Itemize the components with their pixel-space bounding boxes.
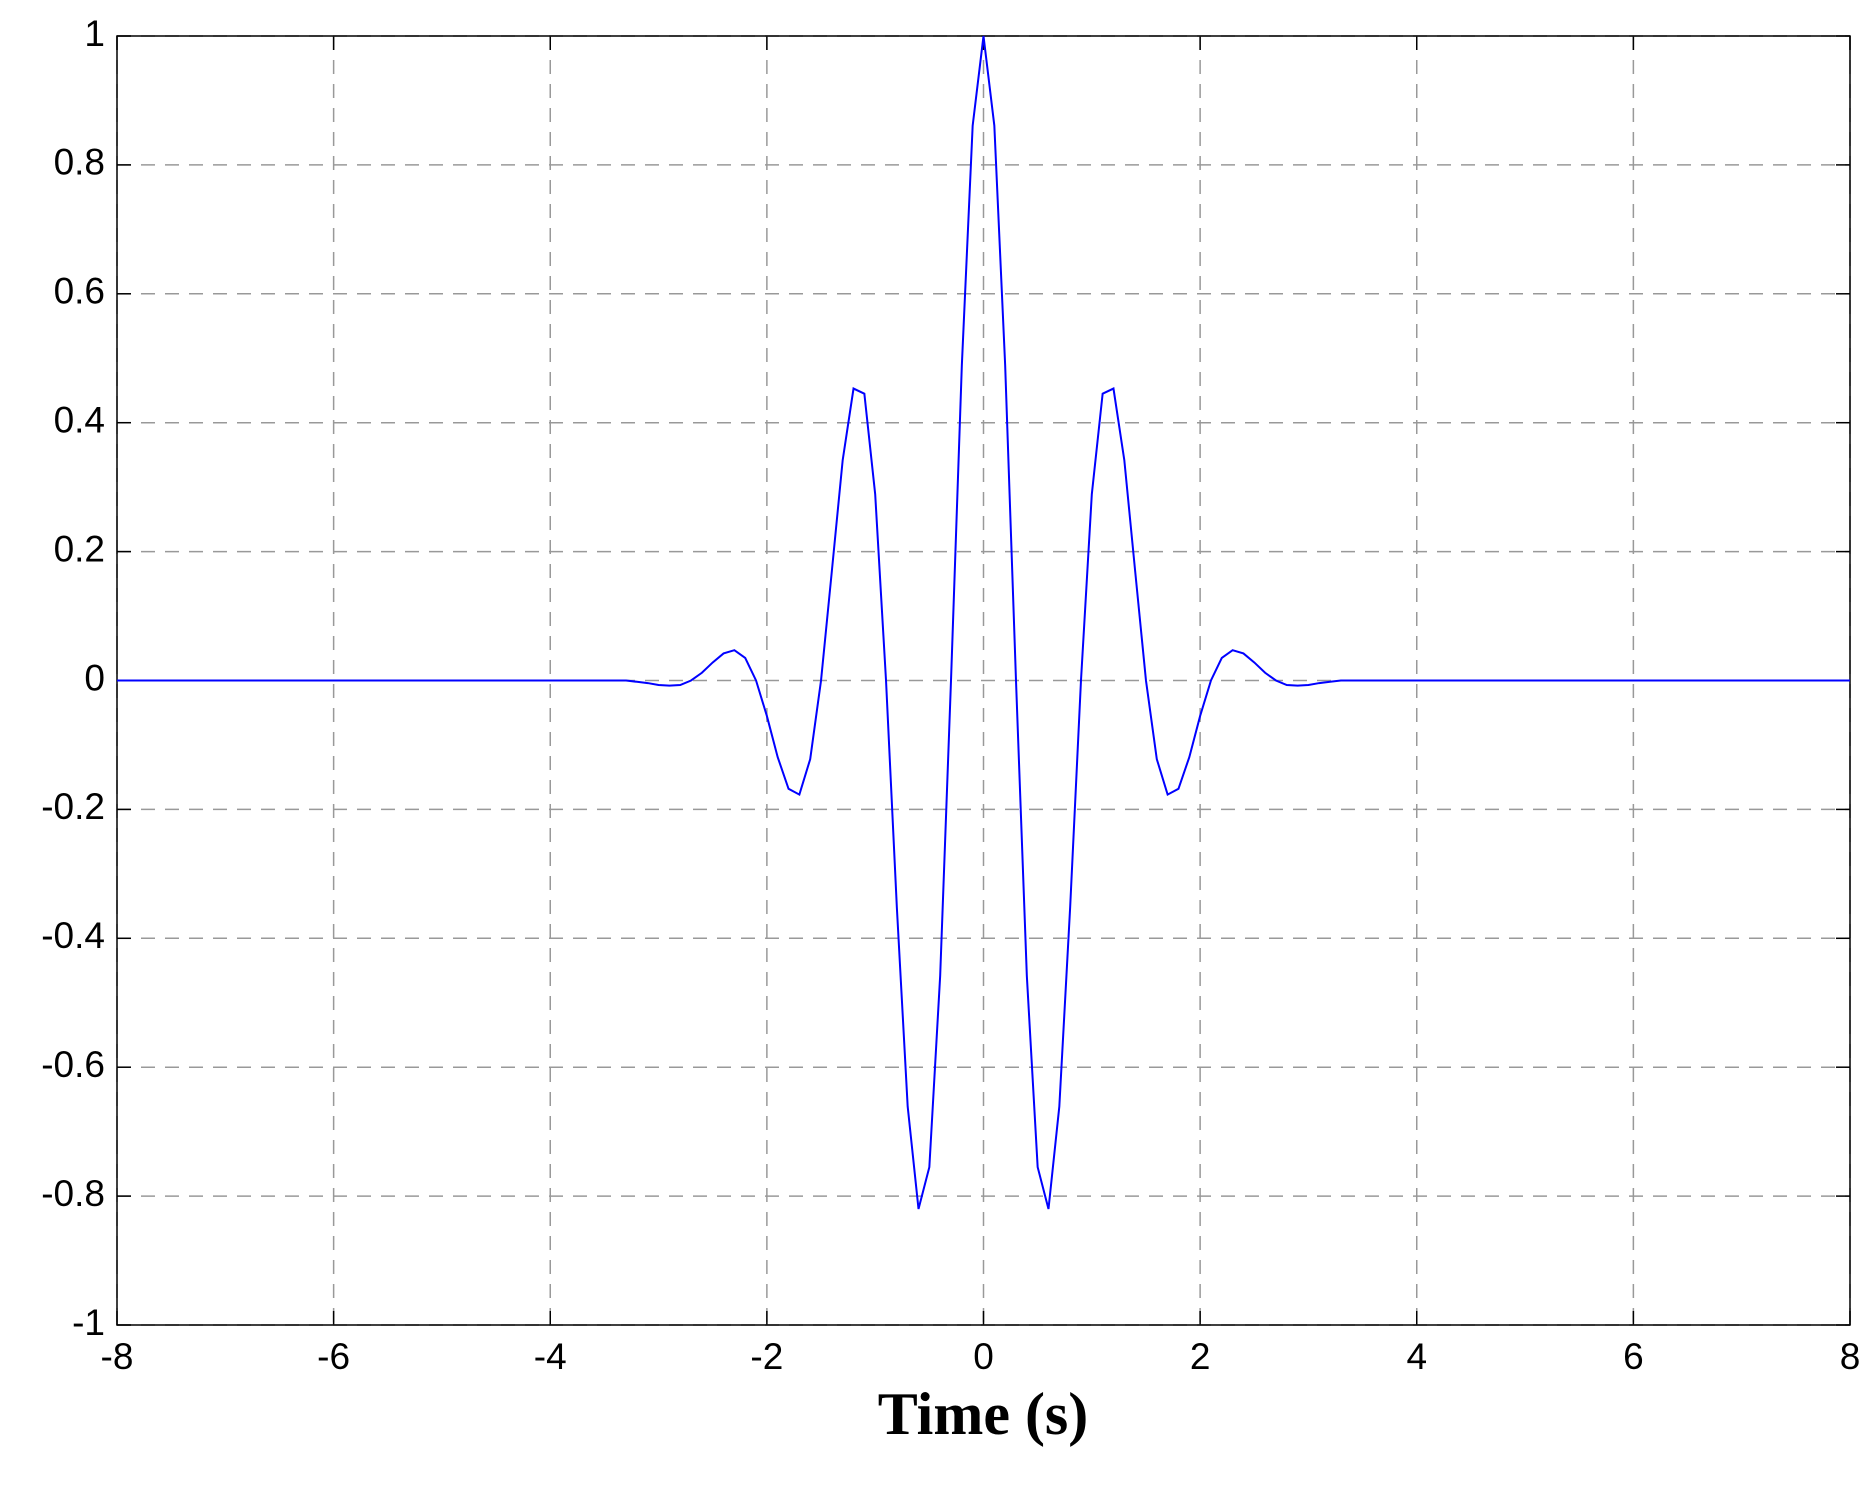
x-tick-label: -4 xyxy=(534,1336,567,1377)
x-tick-label: -8 xyxy=(101,1336,134,1377)
y-tick-label: -1 xyxy=(72,1302,105,1343)
data-line xyxy=(117,35,1850,1210)
x-tick-label: 0 xyxy=(973,1336,994,1377)
y-tick-label: 0.2 xyxy=(54,528,105,569)
x-tick-label: 6 xyxy=(1623,1336,1644,1377)
x-axis-label: Time (s) xyxy=(878,1381,1089,1447)
x-tick-label: 2 xyxy=(1190,1336,1211,1377)
x-tick-label: 4 xyxy=(1406,1336,1427,1377)
y-tick-label: -0.4 xyxy=(41,915,105,956)
x-tick-label: -6 xyxy=(317,1336,350,1377)
x-tick-label: 8 xyxy=(1840,1336,1861,1377)
y-tick-label: 1 xyxy=(84,13,105,54)
y-tick-label: -0.8 xyxy=(41,1173,105,1214)
y-tick-label: 0.6 xyxy=(54,271,105,312)
y-tick-label: 0.8 xyxy=(54,142,105,183)
y-tick-label: -0.2 xyxy=(41,786,105,827)
y-tick-label: 0.4 xyxy=(54,399,105,440)
y-tick-label: 0 xyxy=(84,657,105,698)
x-tick-label: -2 xyxy=(750,1336,783,1377)
y-tick-label: -0.6 xyxy=(41,1044,105,1085)
